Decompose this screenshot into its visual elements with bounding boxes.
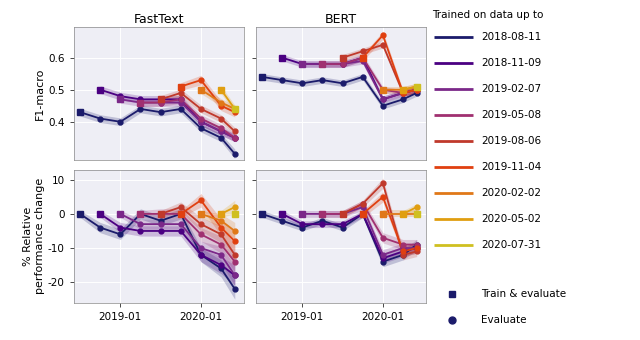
Text: 2019-08-06: 2019-08-06 xyxy=(481,136,541,146)
Text: 2019-11-04: 2019-11-04 xyxy=(481,162,541,172)
Y-axis label: % Relative
performance change: % Relative performance change xyxy=(23,178,45,294)
Text: 2020-07-31: 2020-07-31 xyxy=(481,239,541,250)
Text: 2020-02-02: 2020-02-02 xyxy=(481,188,541,198)
Text: 2018-11-09: 2018-11-09 xyxy=(481,58,541,68)
Text: Trained on data up to: Trained on data up to xyxy=(432,10,543,20)
Text: 2018-08-11: 2018-08-11 xyxy=(481,32,541,42)
Text: 2020-05-02: 2020-05-02 xyxy=(481,214,541,224)
Text: Evaluate: Evaluate xyxy=(481,315,527,325)
Title: BERT: BERT xyxy=(324,13,356,26)
Title: FastText: FastText xyxy=(133,13,184,26)
Text: 2019-05-08: 2019-05-08 xyxy=(481,110,541,120)
Text: 2019-02-07: 2019-02-07 xyxy=(481,84,541,94)
Y-axis label: F1-macro: F1-macro xyxy=(35,68,45,120)
Text: Train & evaluate: Train & evaluate xyxy=(481,289,566,299)
